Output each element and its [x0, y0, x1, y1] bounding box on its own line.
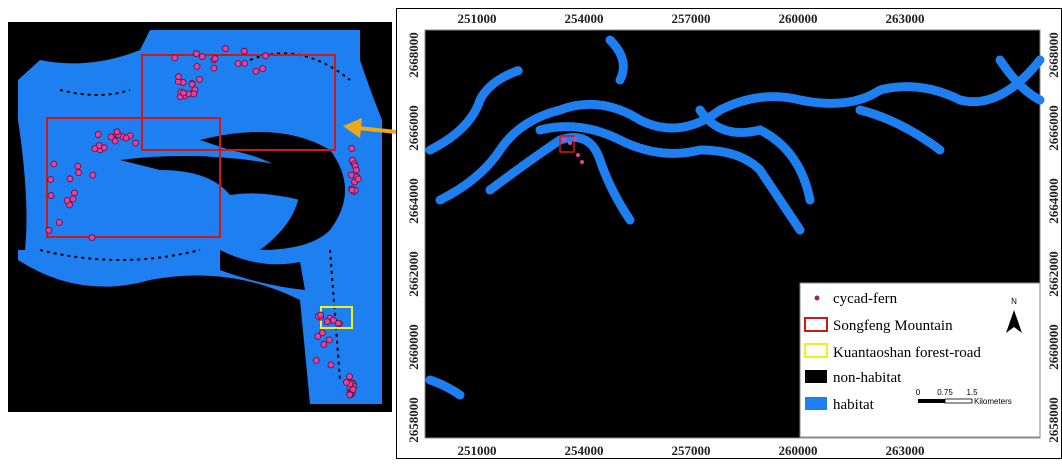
cycad-fern-point	[241, 48, 247, 54]
figure: 251000 251000 254000 254000 257000 257000 2600…	[0, 0, 1062, 459]
cycad-fern-point	[101, 145, 107, 151]
cycad-fern-point	[349, 145, 355, 151]
legend-label: Songfeng Mountain	[833, 318, 953, 334]
cycad-fern-point	[253, 68, 259, 74]
y-tick-label: 2662000	[406, 251, 421, 297]
x-tick-label: 257000	[672, 11, 711, 26]
legend-symbol	[805, 370, 827, 383]
cycad-fern-point	[347, 374, 353, 380]
y-tick-label: 2668000	[1046, 32, 1061, 78]
north-label: N	[1011, 297, 1017, 306]
cycad-fern-point	[349, 187, 355, 193]
cycad-fern-point	[76, 170, 82, 176]
cycad-fern-point	[222, 46, 228, 52]
cycad-fern-point	[71, 190, 77, 196]
scale-bar	[945, 399, 972, 403]
cycad-fern-point	[343, 379, 349, 385]
y-tick-label: 2660000	[1046, 324, 1061, 370]
cycad-fern-point	[193, 51, 199, 57]
cycad-fern-point	[56, 220, 62, 226]
cycad-fern-point	[75, 163, 81, 169]
cycad-fern-point	[89, 235, 95, 241]
y-tick-label: 2666000	[1046, 105, 1061, 151]
cycad-fern-point	[64, 198, 70, 204]
cycad-fern-point	[176, 74, 182, 80]
x-tick-label: 260000	[779, 443, 818, 458]
cycad-fern-point	[48, 177, 54, 183]
cycad-fern-point	[211, 65, 217, 71]
cycad-fern-point	[189, 81, 195, 87]
cycad-fern-point	[51, 161, 57, 167]
cycad-fern-point	[191, 91, 197, 97]
cycad-fern-point	[242, 60, 248, 66]
cycad-fern-point	[197, 76, 203, 82]
y-tick-label: 2658000	[1046, 397, 1061, 443]
cycad-fern-point	[212, 56, 218, 62]
cycad-fern-point	[348, 172, 354, 178]
x-tick-label: 254000	[565, 11, 604, 26]
cycad-fern-point	[319, 330, 325, 336]
y-tick-label: 2660000	[406, 324, 421, 370]
cycad-fern-point	[330, 317, 336, 323]
legend-label: cycad-fern	[833, 291, 898, 307]
cycad-fern-point	[235, 61, 241, 67]
cycad-fern-point	[181, 90, 187, 96]
cycad-fern-point	[347, 392, 353, 398]
cycad-fern-point	[194, 63, 200, 69]
legend-symbol	[815, 296, 820, 301]
x-tick-label: 254000	[565, 443, 604, 458]
cycad-fern-point	[321, 341, 327, 347]
legend-label: habitat	[833, 397, 875, 413]
cycad-fern-point	[92, 146, 98, 152]
cycad-fern-point	[199, 54, 205, 60]
x-tick-label: 263000	[886, 11, 925, 26]
cycad-fern-point	[324, 319, 330, 325]
y-tick-label: 2658000	[406, 397, 421, 443]
cycad-fern-point	[350, 386, 356, 392]
y-tick-label: 2664000	[1046, 178, 1061, 224]
x-tick-label: 257000	[672, 443, 711, 458]
x-tick-label: 263000	[886, 443, 925, 458]
cycad-fern-point	[133, 140, 139, 146]
page: {"map": { "x_ticks": [251000, 254000, 25…	[0, 0, 1062, 459]
cycad-fern-point	[48, 193, 54, 199]
legend-symbol	[805, 397, 827, 410]
cycad-fern-point	[90, 172, 96, 178]
y-tick-label: 2666000	[406, 105, 421, 151]
cycad-fern-point	[46, 227, 52, 233]
cycad-fern-point	[263, 53, 269, 59]
y-tick-label: 2662000	[1046, 251, 1061, 297]
cycad-fern-point	[326, 337, 332, 343]
x-tick-label: 260000	[779, 11, 818, 26]
scale-label: 0	[916, 388, 921, 397]
y-tick-label: 2664000	[406, 178, 421, 224]
cycad-fern-point	[123, 135, 129, 141]
cycad-fern-point	[70, 196, 76, 202]
cycad-fern-point	[313, 357, 319, 363]
cycad-fern-point	[108, 134, 114, 140]
cycad-fern-point	[355, 176, 361, 182]
cycad-fern-point	[318, 312, 324, 318]
x-tick-label: 251000	[458, 11, 497, 26]
cycad-fern-point	[353, 167, 359, 173]
cycad-fern-point	[95, 131, 101, 137]
cycad-fern-point	[114, 129, 120, 135]
cycad-fern-point	[67, 176, 73, 182]
cycad-fern-point	[172, 55, 178, 61]
x-tick-label: 251000	[458, 443, 497, 458]
legend-label: Kuantaoshan forest-road	[833, 345, 981, 361]
scale-label: 1.5	[966, 388, 978, 397]
scale-bar	[918, 399, 945, 403]
cycad-fern-point	[260, 66, 266, 72]
scale-unit: Kilometers	[974, 397, 1012, 406]
legend-label: non-habitat	[833, 370, 902, 386]
scale-label: 0.75	[937, 388, 953, 397]
cycad-fern-point	[328, 362, 334, 368]
y-tick-label: 2668000	[406, 32, 421, 78]
